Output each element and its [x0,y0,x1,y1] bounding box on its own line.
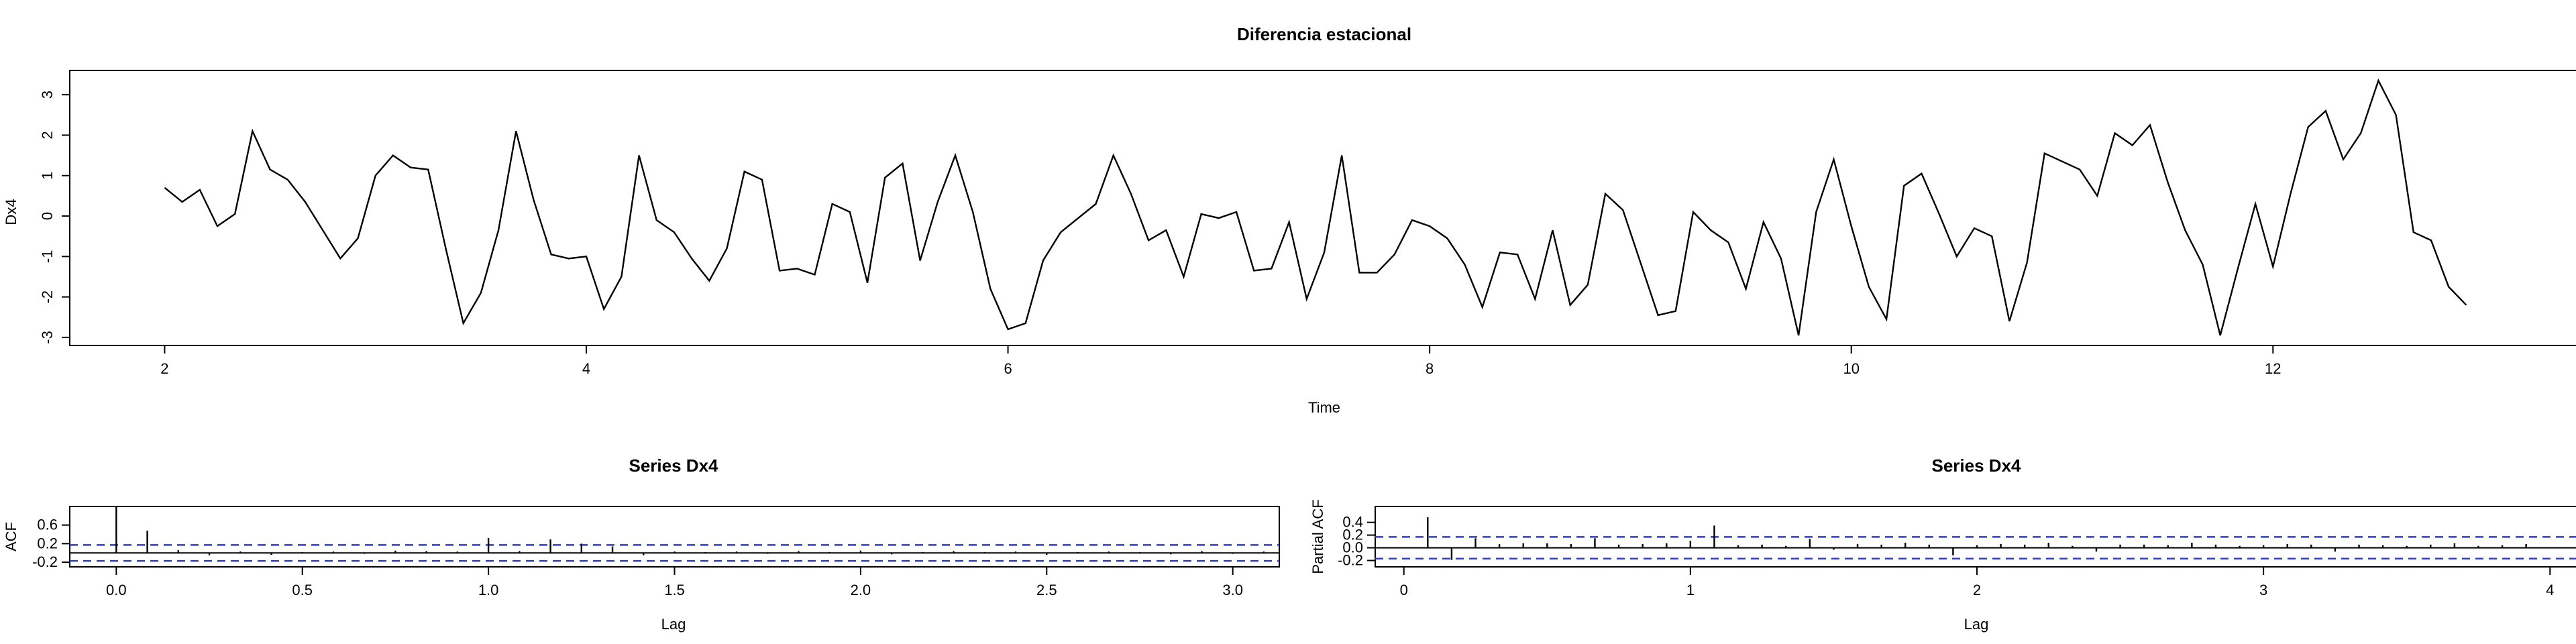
acf-x-tick-label: 1.0 [478,582,499,598]
ts-y-tick-label: -2 [39,290,56,304]
pacf-x-tick-label: 3 [2259,582,2267,598]
ts-x-tick-label: 12 [2265,360,2281,377]
acf-x-axis: 0.0 0.5 1.0 1.5 2.0 2.5 3.0 [106,567,1243,598]
pacf-x-label: Lag [1964,616,1989,633]
acf-x-tick-label: 3.0 [1222,582,1243,598]
acf-y-axis: -0.2 0.2 0.6 [32,517,70,570]
ts-x-tick-label: 4 [582,360,590,377]
pacf-x-tick-label: 0 [1400,582,1408,598]
time-series-panel: Diferencia estacional Time Dx4 2 4 6 8 10 12 … [3,24,2576,416]
acf-bars [70,506,1279,562]
ts-x-tick-label: 8 [1426,360,1434,377]
ts-y-tick-label: -3 [39,331,56,344]
pacf-y-tick-label: -0.2 [1338,552,1363,569]
ts-x-tick-label: 2 [160,360,168,377]
pacf-y-axis: -0.20.00.20.4 [1338,514,1375,569]
ts-y-tick-label: 1 [39,172,56,180]
acf-x-tick-label: 0.0 [106,582,127,598]
pacf-y-label: Partial ACF [1309,499,1326,574]
acf-panel: Series Dx4 Lag ACF 0.0 0.5 1.0 1.5 2.0 2.5 3.0… [3,455,1280,633]
acf-x-tick-label: 1.5 [664,582,685,598]
acf-y-tick-label: 0.6 [37,517,58,533]
acf-plot-frame [69,506,1280,568]
pacf-panel: Series Dx4 Lag Partial ACF 0 1 2 3 4 -0.20.0… [1309,455,2576,633]
ts-y-tick-label: -1 [39,250,56,264]
ts-y-label: Dx4 [3,199,19,225]
acf-x-tick-label: 2.5 [1036,582,1057,598]
ts-plot-frame [69,70,2576,346]
acf-x-label: Lag [661,616,686,633]
pacf-bars [1375,517,2576,560]
pacf-title: Series Dx4 [1932,455,2022,476]
pacf-y-tick-label: 0.2 [1342,527,1363,543]
pacf-y-tick-label: 0.0 [1342,539,1363,556]
acf-title: Series Dx4 [629,455,719,476]
ts-y-tick-label: 2 [39,131,56,139]
ts-y-tick-label: 0 [39,212,56,220]
pacf-y-tick-label: 0.4 [1342,514,1363,531]
pacf-x-axis: 0 1 2 3 4 [1400,567,2554,598]
acf-x-tick-label: 2.0 [851,582,871,598]
ts-y-tick-label: 3 [39,91,56,99]
pacf-x-tick-label: 4 [2546,582,2554,598]
ts-title: Diferencia estacional [1237,24,1411,44]
ts-x-tick-label: 6 [1004,360,1012,377]
ts-x-tick-label: 10 [1843,360,1859,377]
acf-x-tick-label: 0.5 [292,582,313,598]
pacf-x-tick-label: 1 [1686,582,1695,598]
acf-y-tick-label: 0.2 [37,535,58,551]
ts-y-axis: -3 -2 -1 0 1 2 3 [39,91,70,344]
ts-x-axis: 2 4 6 8 10 12 [160,345,2282,377]
acf-y-tick-label: -0.2 [32,553,58,570]
acf-y-label: ACF [3,522,19,551]
ts-series-line [164,78,2467,336]
ts-x-label: Time [1308,399,1340,416]
pacf-x-tick-label: 2 [1973,582,1981,598]
